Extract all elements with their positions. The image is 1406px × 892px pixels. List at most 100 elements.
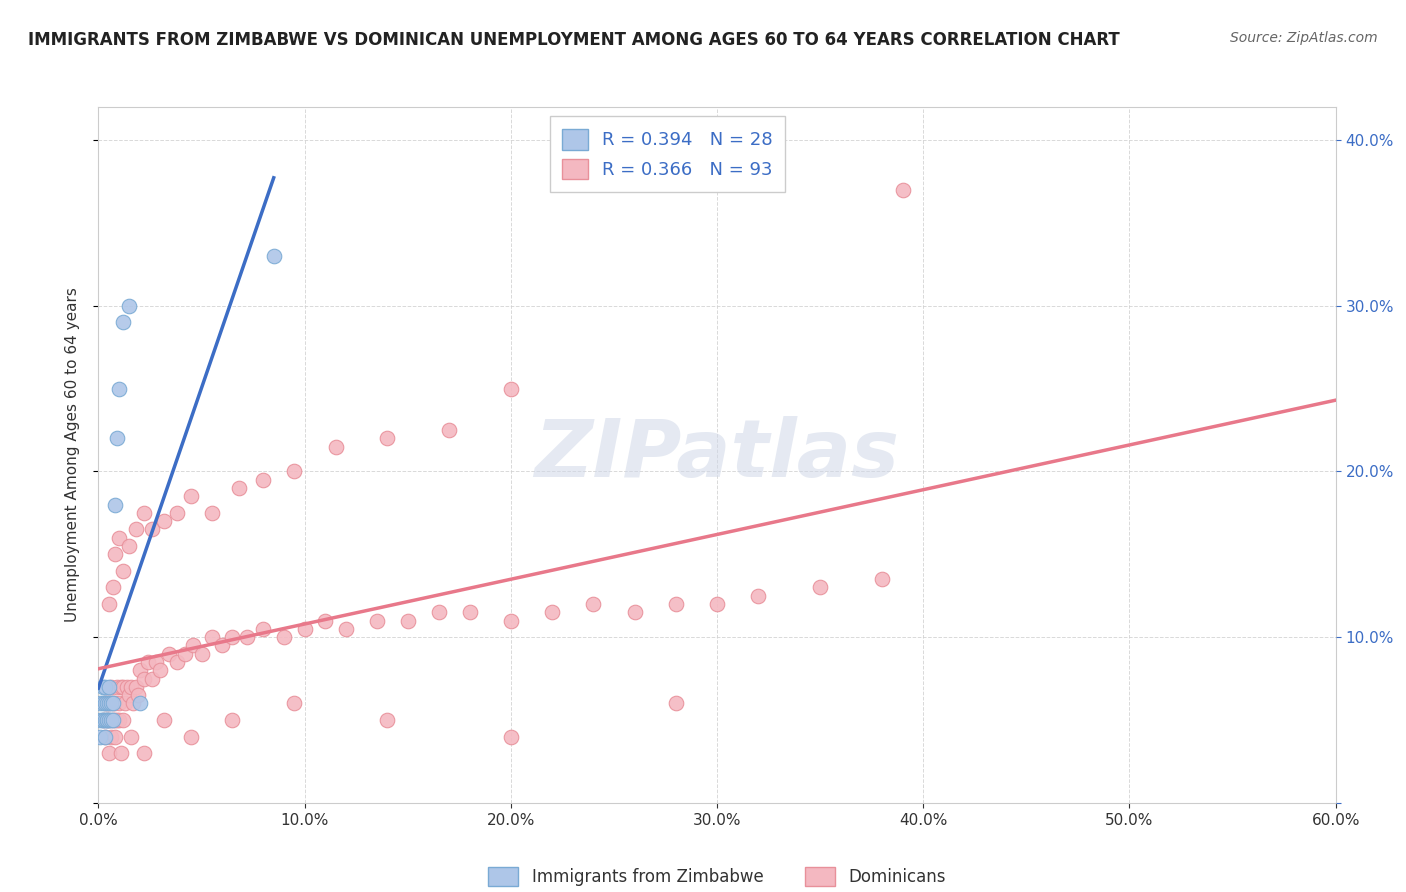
Point xyxy=(283,465,305,479)
Point xyxy=(105,680,128,694)
Point xyxy=(314,614,336,628)
Point xyxy=(112,680,135,694)
Point xyxy=(145,655,167,669)
Point xyxy=(114,697,136,711)
Point xyxy=(211,639,233,653)
Point xyxy=(157,647,180,661)
Point xyxy=(263,249,285,263)
Point xyxy=(93,697,115,711)
Point xyxy=(96,697,118,711)
Point xyxy=(91,713,114,727)
Point xyxy=(93,730,115,744)
Point xyxy=(437,423,460,437)
Point xyxy=(108,531,131,545)
Text: IMMIGRANTS FROM ZIMBABWE VS DOMINICAN UNEMPLOYMENT AMONG AGES 60 TO 64 YEARS COR: IMMIGRANTS FROM ZIMBABWE VS DOMINICAN UN… xyxy=(28,31,1119,49)
Point xyxy=(623,605,645,619)
Point xyxy=(582,597,605,611)
Point xyxy=(153,514,176,528)
Point xyxy=(118,299,141,313)
Point xyxy=(112,564,135,578)
Point xyxy=(541,605,564,619)
Point xyxy=(132,746,155,760)
Point xyxy=(891,183,914,197)
Point xyxy=(128,663,150,677)
Point xyxy=(221,713,243,727)
Point xyxy=(97,597,120,611)
Point xyxy=(396,614,419,628)
Point xyxy=(100,713,122,727)
Point xyxy=(118,688,141,702)
Point xyxy=(706,597,728,611)
Point xyxy=(366,614,388,628)
Point xyxy=(104,498,127,512)
Point xyxy=(141,672,163,686)
Point xyxy=(124,523,146,537)
Point xyxy=(118,539,141,553)
Point xyxy=(294,622,316,636)
Point xyxy=(122,697,145,711)
Point xyxy=(870,572,893,586)
Point xyxy=(120,730,142,744)
Point xyxy=(252,622,274,636)
Point xyxy=(273,630,295,644)
Point xyxy=(283,697,305,711)
Point xyxy=(132,672,155,686)
Legend: Immigrants from Zimbabwe, Dominicans: Immigrants from Zimbabwe, Dominicans xyxy=(482,860,952,892)
Point xyxy=(91,713,114,727)
Point xyxy=(93,680,115,694)
Point xyxy=(108,713,131,727)
Point xyxy=(166,506,188,520)
Point xyxy=(105,713,128,727)
Point xyxy=(201,630,224,644)
Text: ZIPatlas: ZIPatlas xyxy=(534,416,900,494)
Point xyxy=(91,713,114,727)
Point xyxy=(124,680,146,694)
Point xyxy=(190,647,212,661)
Point xyxy=(136,655,159,669)
Point xyxy=(110,746,132,760)
Point xyxy=(458,605,481,619)
Point xyxy=(808,581,831,595)
Point xyxy=(89,697,111,711)
Point xyxy=(128,697,150,711)
Point xyxy=(153,713,176,727)
Point xyxy=(101,713,124,727)
Point xyxy=(174,647,197,661)
Point xyxy=(375,713,398,727)
Point xyxy=(127,688,149,702)
Point xyxy=(117,680,139,694)
Point xyxy=(104,730,127,744)
Point xyxy=(180,730,202,744)
Point xyxy=(747,589,769,603)
Point xyxy=(108,382,131,396)
Text: Source: ZipAtlas.com: Source: ZipAtlas.com xyxy=(1230,31,1378,45)
Point xyxy=(499,730,522,744)
Point xyxy=(221,630,243,644)
Point xyxy=(252,473,274,487)
Point xyxy=(325,440,347,454)
Point xyxy=(101,697,124,711)
Point xyxy=(499,614,522,628)
Point xyxy=(97,680,120,694)
Point xyxy=(108,697,131,711)
Point xyxy=(149,663,172,677)
Point xyxy=(181,639,204,653)
Point xyxy=(110,680,132,694)
Point xyxy=(665,597,688,611)
Point xyxy=(100,730,122,744)
Point xyxy=(166,655,188,669)
Point xyxy=(89,730,111,744)
Point xyxy=(96,713,118,727)
Point xyxy=(112,713,135,727)
Point xyxy=(236,630,259,644)
Point xyxy=(665,697,688,711)
Point xyxy=(375,431,398,445)
Point xyxy=(335,622,357,636)
Point xyxy=(120,680,142,694)
Point xyxy=(100,697,122,711)
Point xyxy=(100,680,122,694)
Point xyxy=(97,713,120,727)
Point xyxy=(105,431,128,445)
Point xyxy=(97,697,120,711)
Point xyxy=(427,605,450,619)
